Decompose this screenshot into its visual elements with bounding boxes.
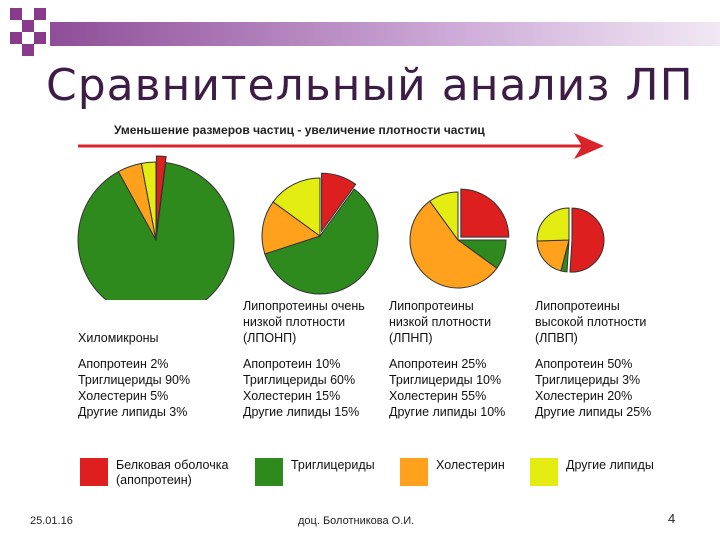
pie-slice-3-4 [429,191,459,242]
pie-slice-3-1 [460,188,510,238]
legend-item-triglycerides: Триглицериды [255,458,375,486]
legend-item-other-lipids: Другие липиды [530,458,654,486]
deco-square [34,32,46,44]
pie-charts [77,133,605,300]
deco-square [34,8,46,20]
lipoprotein-name-line: Липопротеины очень [243,299,365,313]
legend-label: Холестерин [436,458,505,472]
composition-line: Апопротеин 2% [78,357,169,371]
page-number: 4 [668,511,676,526]
footer-date: 25.01.16 [30,515,73,527]
deco-square [22,20,34,32]
chart-label-column-2: Липопротеины очень низкой плотности (ЛПО… [243,294,365,420]
composition-line: Триглицериды 10% [389,373,502,387]
deco-square [22,44,34,56]
lipoprotein-name-line: (ЛПНП) [389,331,433,345]
pie-slice-2-3 [261,201,322,255]
composition-list: Апопротеин 2% Триглицериды 90% Холестери… [78,356,190,420]
legend-swatch [255,458,283,486]
density-arrow-head [574,133,604,159]
slide-title: Сравнительный анализ ЛП [46,60,694,111]
lipoprotein-name-line: низкой плотности [243,315,346,329]
pie-slice-1-4 [140,161,157,241]
pie-slice-3-3 [409,200,498,289]
composition-list: Апопротеин 50% Триглицериды 3% Холестери… [535,356,651,420]
composition-line: Холестерин 5% [78,389,169,403]
header-band [50,22,720,46]
arrow-caption: Уменьшение размеров частиц - увеличение … [114,123,485,137]
composition-line: Холестерин 20% [535,389,633,403]
lipoprotein-name: Липопротеины низкой плотности (ЛПНП) [389,294,505,346]
pies-group [77,155,605,300]
legend-label: Триглицериды [291,458,375,472]
composition-line: Другие липиды 15% [243,405,360,419]
lipoprotein-name-line: (ЛПОНП) [243,331,297,345]
pie-slice-4-3 [536,239,570,272]
deco-square [10,32,22,44]
composition-line: Холестерин 15% [243,389,341,403]
lipoprotein-name-line: Хиломикроны [78,331,159,345]
deco-square [10,8,22,20]
legend-label: Другие липиды [566,458,654,472]
lipoprotein-name-line: (ЛПВП) [535,331,578,345]
pie-slice-2-1 [321,172,357,233]
composition-line: Другие липиды 3% [78,405,188,419]
composition-list: Апопротеин 10% Триглицериды 60% Холестер… [243,356,365,420]
pie-slice-2-4 [272,177,321,237]
pie-slice-4-4 [536,207,570,242]
legend-swatch [400,458,428,486]
composition-line: Другие липиды 10% [389,405,506,419]
chart-label-column-1: Хиломикроны Апопротеин 2% Триглицериды 9… [78,294,190,420]
composition-list: Апопротеин 25% Триглицериды 10% Холестер… [389,356,505,420]
composition-line: Триглицериды 90% [78,373,191,387]
legend-item-cholesterol: Холестерин [400,458,505,486]
composition-line: Апопротеин 10% [243,357,341,371]
pie-slice-4-1 [569,207,605,273]
legend-label: Белковая оболочка (апопротеин) [116,458,229,487]
pie-slice-2-2 [264,188,379,295]
lipoprotein-name: Хиломикроны [78,294,190,346]
legend-swatch [80,458,108,486]
legend-swatch [530,458,558,486]
corner-decoration [10,8,720,56]
chart-label-column-3: Липопротеины низкой плотности (ЛПНП) Апо… [389,294,505,420]
composition-line: Триглицериды 3% [535,373,641,387]
composition-line: Апопротеин 25% [389,357,487,371]
composition-line: Апопротеин 50% [535,357,633,371]
lipoprotein-name-line: Липопротеины [389,299,474,313]
lipoprotein-name: Липопротеины очень низкой плотности (ЛПО… [243,294,365,346]
legend-item-protein: Белковая оболочка (апопротеин) [80,458,228,488]
lipoprotein-name-line: низкой плотности [389,315,492,329]
footer-author: доц. Болотникова О.И. [298,515,415,527]
chart-label-column-4: Липопротеины высокой плотности (ЛПВП) Ап… [535,294,651,420]
lipoprotein-name-line: Липопротеины [535,299,620,313]
lipoprotein-name: Липопротеины высокой плотности (ЛПВП) [535,294,651,346]
composition-line: Триглицериды 60% [243,373,356,387]
lipoprotein-name-line: высокой плотности [535,315,647,329]
composition-line: Другие липиды 25% [535,405,652,419]
pie-slice-1-2 [77,162,235,300]
composition-line: Холестерин 55% [389,389,487,403]
